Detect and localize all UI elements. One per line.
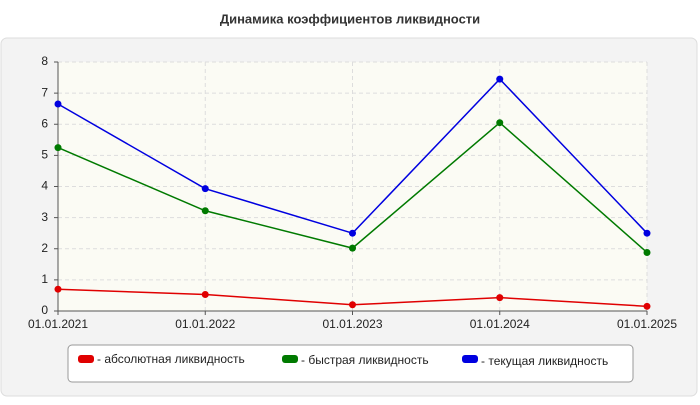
x-tick-label: 01.01.2025 <box>617 317 677 331</box>
y-tick-label: 2 <box>41 241 48 255</box>
point <box>201 291 209 299</box>
legend-label: - абсолютная ликвидность <box>97 352 245 366</box>
point <box>496 294 504 302</box>
point <box>349 244 356 252</box>
legend-label: - быстрая ликвидность <box>301 353 429 367</box>
point <box>643 229 651 237</box>
y-tick-label: 5 <box>41 148 48 162</box>
point <box>54 285 62 293</box>
legend-swatch <box>462 355 478 363</box>
y-tick-label: 4 <box>41 179 48 193</box>
point <box>349 301 356 309</box>
point <box>496 75 504 83</box>
point <box>54 100 62 108</box>
point <box>643 248 651 256</box>
x-tick-label: 01.01.2022 <box>175 317 235 331</box>
point <box>349 229 356 237</box>
chart-title: Динамика коэффициентов ликвидности <box>220 11 480 26</box>
point <box>496 119 504 127</box>
y-tick-label: 3 <box>41 210 48 224</box>
y-tick-label: 1 <box>41 272 48 286</box>
legend-swatch <box>78 355 94 363</box>
x-tick-label: 01.01.2021 <box>28 317 88 331</box>
x-tick-label: 01.01.2024 <box>470 317 530 331</box>
legend-label: - текущая ликвидность <box>481 354 608 368</box>
y-tick-label: 8 <box>41 54 48 68</box>
point <box>54 144 62 152</box>
y-tick-label: 6 <box>41 116 48 130</box>
legend-swatch <box>282 355 298 363</box>
point <box>643 302 651 310</box>
y-tick-label: 7 <box>41 85 48 99</box>
y-tick-label: 0 <box>41 303 48 317</box>
point <box>201 185 209 193</box>
legend-box <box>67 344 634 383</box>
point <box>201 207 209 215</box>
x-tick-label: 01.01.2023 <box>322 317 382 331</box>
